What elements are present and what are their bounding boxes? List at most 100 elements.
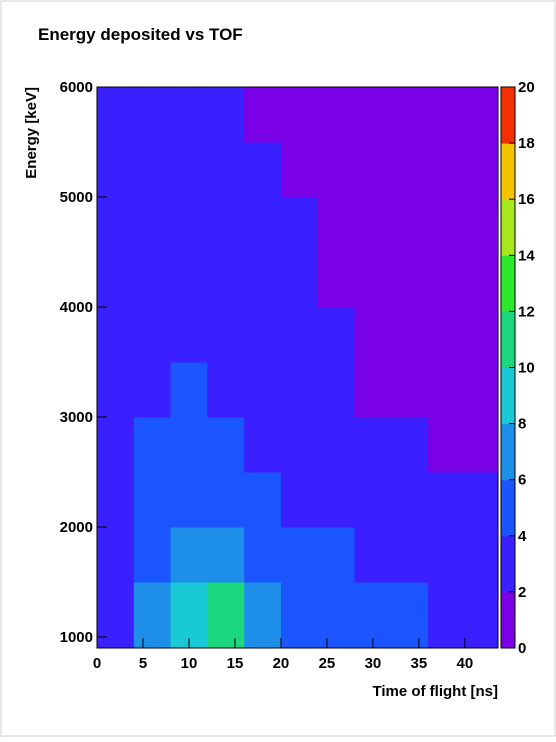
heat-cell xyxy=(317,197,356,253)
heat-cell xyxy=(170,252,208,308)
heat-cell xyxy=(133,87,172,143)
heat-cell xyxy=(464,197,499,253)
heat-cell xyxy=(464,582,499,649)
y-axis-label: Energy [keV] xyxy=(23,87,40,179)
heat-cell xyxy=(317,87,356,143)
y-tick-label: 5000 xyxy=(60,189,93,206)
heat-cell xyxy=(391,417,429,473)
heat-cell xyxy=(464,362,499,418)
heat-cell xyxy=(207,472,245,528)
heat-cell xyxy=(170,87,208,143)
colorbar-tick-label: 20 xyxy=(518,79,535,96)
heat-cell xyxy=(391,307,429,363)
heat-cell xyxy=(428,142,466,198)
heat-cell xyxy=(207,142,245,198)
heat-cell xyxy=(133,527,172,583)
heat-cell xyxy=(317,362,356,418)
heat-cell xyxy=(244,87,282,143)
colorbar-band xyxy=(501,367,515,425)
heat-cell xyxy=(391,87,429,143)
heat-cell xyxy=(170,362,208,418)
heat-cell xyxy=(391,252,429,308)
chart-title: Energy deposited vs TOF xyxy=(38,25,243,44)
x-tick-label: 10 xyxy=(181,655,198,672)
x-axis-label: Time of flight [ns] xyxy=(372,683,498,700)
colorbar-band xyxy=(501,87,515,144)
heat-cell xyxy=(244,142,282,198)
colorbar-tick-label: 18 xyxy=(518,135,535,152)
heat-cell xyxy=(464,417,499,473)
heat-cell xyxy=(133,472,172,528)
heat-cell xyxy=(464,252,499,308)
y-tick-label: 1000 xyxy=(60,629,93,646)
heat-cell xyxy=(97,87,135,143)
heat-cell xyxy=(97,417,135,473)
heat-cell xyxy=(170,142,208,198)
heat-cell xyxy=(244,417,282,473)
heat-cell xyxy=(133,417,172,473)
heat-cell xyxy=(207,252,245,308)
heat-cell xyxy=(207,527,245,583)
x-tick-label: 15 xyxy=(227,655,244,672)
colorbar-band xyxy=(501,591,515,649)
heat-cell xyxy=(170,417,208,473)
x-tick-label: 40 xyxy=(457,655,474,672)
x-tick-label: 20 xyxy=(273,655,290,672)
colorbar-band xyxy=(501,423,515,481)
heat-cell xyxy=(464,307,499,363)
heat-cell xyxy=(354,527,392,583)
heat-cell xyxy=(133,362,172,418)
heat-cell xyxy=(97,197,135,253)
heat-cell xyxy=(207,362,245,418)
heat-cell xyxy=(170,472,208,528)
heat-cell xyxy=(317,252,356,308)
colorbar-tick-label: 2 xyxy=(518,584,526,601)
heat-cell xyxy=(354,582,392,649)
heat-cell xyxy=(244,252,282,308)
heat-cell xyxy=(428,362,466,418)
heat-cell xyxy=(280,417,319,473)
colorbar-band xyxy=(501,199,515,256)
colorbar-band xyxy=(501,535,515,593)
heat-cell xyxy=(464,87,499,143)
heat-cell xyxy=(428,417,466,473)
colorbar-band xyxy=(501,255,515,312)
heat-cell xyxy=(428,472,466,528)
heat-cell xyxy=(97,582,135,649)
heat-cell xyxy=(244,307,282,363)
heat-cell xyxy=(207,197,245,253)
colorbar-tick-label: 16 xyxy=(518,191,535,208)
heat-cell xyxy=(354,87,392,143)
heat-cell xyxy=(428,87,466,143)
x-tick-label: 25 xyxy=(319,655,336,672)
colorbar-band xyxy=(501,311,515,368)
heat-cell xyxy=(207,87,245,143)
heat-cell xyxy=(133,307,172,363)
heat-cell xyxy=(317,582,356,649)
heat-cell xyxy=(244,197,282,253)
y-tick-label: 6000 xyxy=(60,79,93,96)
heat-cell xyxy=(391,142,429,198)
heat-cell xyxy=(317,527,356,583)
x-tick-label: 30 xyxy=(365,655,382,672)
heat-cell xyxy=(428,307,466,363)
heat-cell xyxy=(133,582,172,649)
y-tick-label: 2000 xyxy=(60,519,93,536)
colorbar-tick-label: 10 xyxy=(518,360,535,377)
heat-cell xyxy=(280,252,319,308)
heat-cell xyxy=(464,142,499,198)
heat-cell xyxy=(207,307,245,363)
x-tick-label: 35 xyxy=(411,655,428,672)
heat-cell xyxy=(354,307,392,363)
heat-cell xyxy=(170,582,208,649)
heat-cell xyxy=(354,197,392,253)
colorbar-band xyxy=(501,479,515,537)
colorbar-tick-label: 4 xyxy=(518,528,527,545)
heat-cell xyxy=(280,142,319,198)
heat-cell xyxy=(170,527,208,583)
colorbar-tick-label: 12 xyxy=(518,303,535,320)
heat-cell xyxy=(280,307,319,363)
heat-cell xyxy=(170,197,208,253)
heat-cell xyxy=(280,582,319,649)
